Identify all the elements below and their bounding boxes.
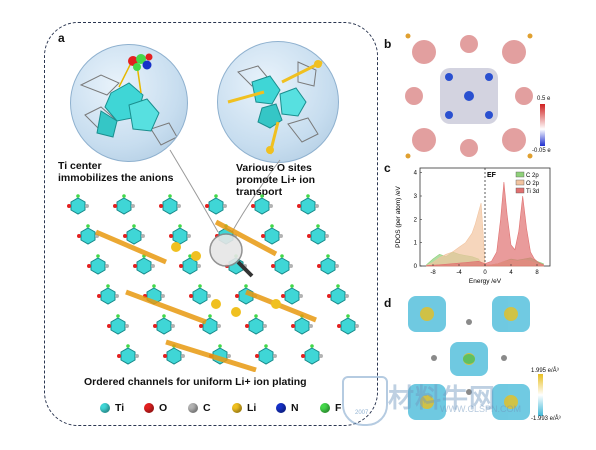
- framework-lattice: [66, 193, 360, 372]
- o-sites-illustration: [227, 60, 323, 155]
- colorbar-b-max: 0.5 e: [537, 96, 551, 102]
- legend-label-ti-3d: Ti 3d: [526, 189, 539, 195]
- y-tick-label: 1: [414, 241, 418, 247]
- ti-hex-node: [296, 193, 320, 215]
- ti-hex-node: [158, 193, 182, 215]
- ti-hex-node: [168, 223, 192, 245]
- legend-label-ti: Ti: [115, 402, 125, 414]
- caption-o-sites: Various O sites promote Li+ ion transpor…: [236, 162, 316, 198]
- legend-item-f: F: [320, 402, 341, 414]
- legend-dot-f: [320, 403, 330, 413]
- legend-dot-li: [232, 403, 242, 413]
- ti-hex-node: [188, 283, 212, 305]
- legend-label-li: Li: [247, 402, 257, 414]
- legend-swatch-o-2p: [515, 179, 525, 186]
- ti-hex-node: [254, 343, 278, 365]
- pdos-chart: EF -8 -4 0 4 8 0 1 2 3 4 Energy /eV PDOS (per atom) …: [395, 167, 551, 285]
- ti-hex-node: [122, 223, 146, 245]
- x-tick-label: -4: [456, 270, 462, 276]
- o-sites-zoom-circle: [217, 41, 339, 163]
- watermark-url: WWW.CLSPN.COM: [440, 404, 521, 414]
- y-axis-label: PDOS (per atom) /eV: [395, 185, 402, 247]
- caption-ti-center: Ti center immobilizes the anions: [58, 160, 174, 184]
- x-tick-label: 8: [535, 270, 539, 276]
- ti-hex-node: [280, 283, 304, 305]
- ti-hex-node: [112, 193, 136, 215]
- charge-difference-illustration-d: [408, 296, 530, 420]
- x-axis-label: Energy /eV: [469, 278, 502, 285]
- panel-d-label: d: [384, 296, 392, 310]
- caption-ordered-channels: Ordered channels for uniform Li+ ion pla…: [84, 376, 307, 388]
- legend-swatch-c-2p: [515, 171, 525, 178]
- ti-hex-node: [106, 313, 130, 335]
- colorbar-d-min: -1.993 e/Å³: [531, 416, 561, 422]
- legend-label-o: O: [159, 402, 168, 414]
- ti-hex-node: [270, 253, 294, 275]
- ti-hex-node: [306, 223, 330, 245]
- ti-hex-node: [326, 283, 350, 305]
- watermark-shield-icon: 2007: [342, 376, 388, 426]
- charge-density-map-b: [404, 32, 534, 160]
- series-area-ti-3d: [426, 181, 544, 267]
- legend-label-n: N: [291, 402, 299, 414]
- y-tick-label: 3: [414, 194, 418, 200]
- charge-density-illustration-b: [405, 33, 533, 159]
- legend-dot-ti: [100, 403, 110, 413]
- ti-hex-node: [336, 313, 360, 335]
- legend-item-c: C: [188, 402, 211, 414]
- ti-hex-node: [66, 193, 90, 215]
- watermark-year: 2007: [355, 410, 369, 416]
- atom-legend: Ti O C Li N F: [100, 402, 370, 418]
- legend-item-n: N: [276, 402, 299, 414]
- legend-label-f: F: [335, 402, 342, 414]
- panel-c-label: c: [384, 161, 391, 175]
- ti-hex-node: [86, 253, 110, 275]
- x-tick-label: -8: [430, 270, 436, 276]
- colorbar-b-min: -0.05 e: [532, 148, 551, 154]
- y-tick-label: 2: [414, 217, 418, 223]
- legend-label-o-2p: O 2p: [526, 181, 540, 187]
- panel-a-label: a: [58, 31, 65, 45]
- ti-hex-node: [96, 283, 120, 305]
- legend-item-ti: Ti: [100, 402, 124, 414]
- legend-dot-o: [144, 403, 154, 413]
- colorbar-b: [540, 104, 545, 146]
- x-tick-label: 4: [509, 270, 513, 276]
- legend-label-c: C: [203, 402, 211, 414]
- watermark-text: 材料牛网: [388, 383, 497, 413]
- x-tick-label: 0: [483, 270, 487, 276]
- ti-hex-node: [152, 313, 176, 335]
- panel-b-label: b: [384, 37, 392, 51]
- ti-hex-node: [116, 343, 140, 365]
- ti-center-zoom-circle: [70, 44, 188, 162]
- colorbar-d: [538, 374, 543, 416]
- y-tick-label: 4: [414, 171, 418, 177]
- ti-hex-node: [244, 313, 268, 335]
- ti-hex-node: [198, 313, 222, 335]
- legend-item-o: O: [144, 402, 167, 414]
- ti-hex-node: [250, 193, 274, 215]
- charge-difference-map-d: [404, 292, 534, 424]
- ti-hex-node: [300, 343, 324, 365]
- ti-hex-node: [260, 223, 284, 245]
- legend-label-c-2p: C 2p: [526, 173, 539, 179]
- colorbar-d-max: 1.995 e/Å³: [531, 368, 559, 374]
- legend-dot-c: [188, 403, 198, 413]
- legend-dot-n: [276, 403, 286, 413]
- y-tick-label: 0: [414, 264, 418, 270]
- ti-cluster-illustration: [79, 53, 178, 146]
- legend-item-li: Li: [232, 402, 256, 414]
- panel-a-frame: [44, 22, 378, 426]
- ti-hex-node: [204, 193, 228, 215]
- legend-swatch-ti-3d: [515, 187, 525, 194]
- ti-hex-node: [316, 253, 340, 275]
- fermi-level-label: EF: [487, 172, 497, 179]
